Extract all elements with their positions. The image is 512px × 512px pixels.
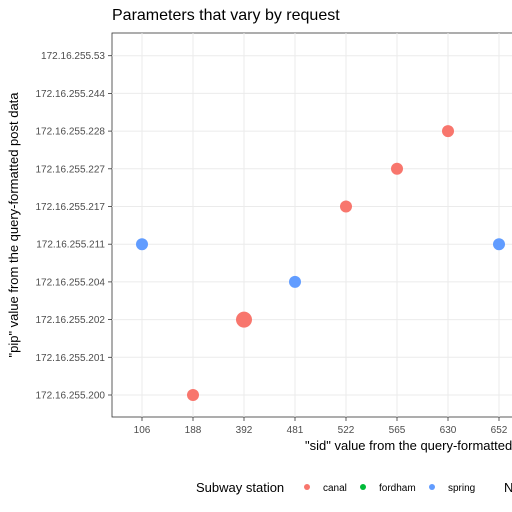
y-tick-label: 172.16.255.227 [35,164,105,175]
y-axis-title: "pip" value from the query-formatted pos… [6,92,21,358]
x-tick-label: 188 [185,425,202,436]
legend-key-fordham [360,484,366,490]
y-tick-label: 172.16.255.211 [36,240,105,251]
data-point-canal [187,389,199,401]
legend-title: Subway station [196,480,284,495]
data-point-spring [289,275,301,288]
x-tick-label: 522 [338,425,355,436]
legend-label-spring: spring [448,483,475,494]
data-point-canal [442,125,454,138]
data-point-canal [391,162,403,175]
chart-title: Parameters that vary by request [112,7,340,24]
legend: Subway station canal fordham spring N [196,480,512,495]
y-tick-label: 172.16.255.204 [35,277,105,288]
y-tick-label: 172.16.255.202 [35,315,105,326]
y-tick-label: 172.16.255.217 [35,202,105,213]
x-tick-label: 652 [491,425,508,436]
y-tick-label: 172.16.255.228 [35,127,105,138]
y-tick-label: 172.16.255.200 [35,391,105,402]
x-tick-label: 392 [236,425,253,436]
data-point-canal [236,311,252,328]
legend-label-fordham: fordham [379,483,416,494]
x-tick-label: 106 [134,425,151,436]
y-axis-ticks: 172.16.255.200 172.16.255.201 172.16.255.2… [35,51,112,402]
data-point-spring [136,238,148,251]
y-tick-label: 172.16.255.244 [35,89,105,100]
legend-key-canal [304,484,310,490]
x-axis-title: "sid" value from the query-formatted pos… [305,438,512,453]
x-axis-ticks: 106 188 392 481 522 565 630 652 [134,417,508,436]
y-tick-label: 172.16.255.201 [35,353,105,364]
legend-key-spring [429,484,435,490]
x-tick-label: 630 [440,425,457,436]
legend-items: canal fordham spring [304,483,475,494]
data-point-spring [493,238,505,251]
x-tick-label: 565 [389,425,406,436]
gridlines [112,33,512,417]
data-points [136,125,505,401]
x-tick-label: 481 [287,425,304,436]
legend-label-canal: canal [323,483,347,494]
legend-size-title: N [504,480,512,495]
data-point-canal [340,200,352,213]
y-tick-label: 172.16.255.53 [41,51,105,62]
plot-panel [111,32,512,418]
